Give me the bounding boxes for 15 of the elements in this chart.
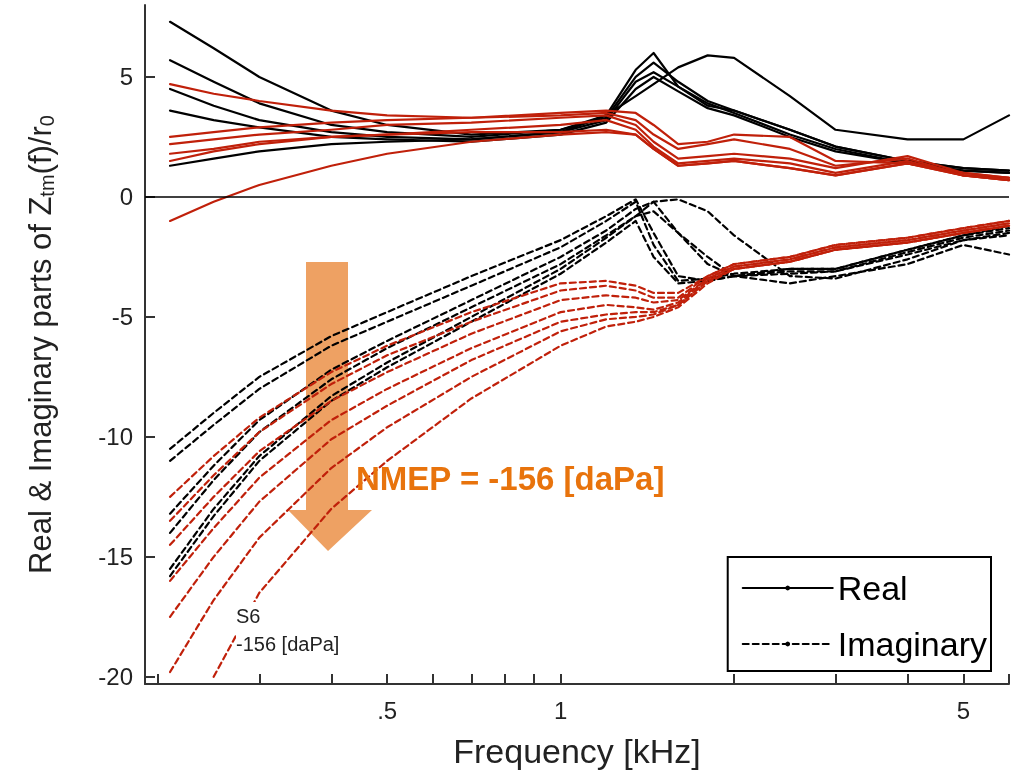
y-tick-label: -15 [98,543,133,571]
legend-label: Real [837,569,908,607]
y-tick-label: -20 [98,663,133,691]
annotation: NMEP = -156 [daPa] [356,460,665,497]
y-tick-label: -10 [98,423,133,451]
y-axis-title: Real & Imaginary parts of Ztm(f)/r0 [22,115,58,574]
legend-label: Imaginary [837,625,987,663]
x-tick-label: .5 [377,696,398,724]
x-tick-label: 1 [553,696,568,724]
annotation: S6 -156 [daPa] [236,605,340,655]
x-tick-label: 5 [956,696,971,724]
y-tick-label: -5 [111,303,133,331]
y-tick-label: 0 [119,183,133,211]
y-tick-label: 5 [119,63,133,91]
x-axis-title: Frequency [kHz] [453,732,701,770]
